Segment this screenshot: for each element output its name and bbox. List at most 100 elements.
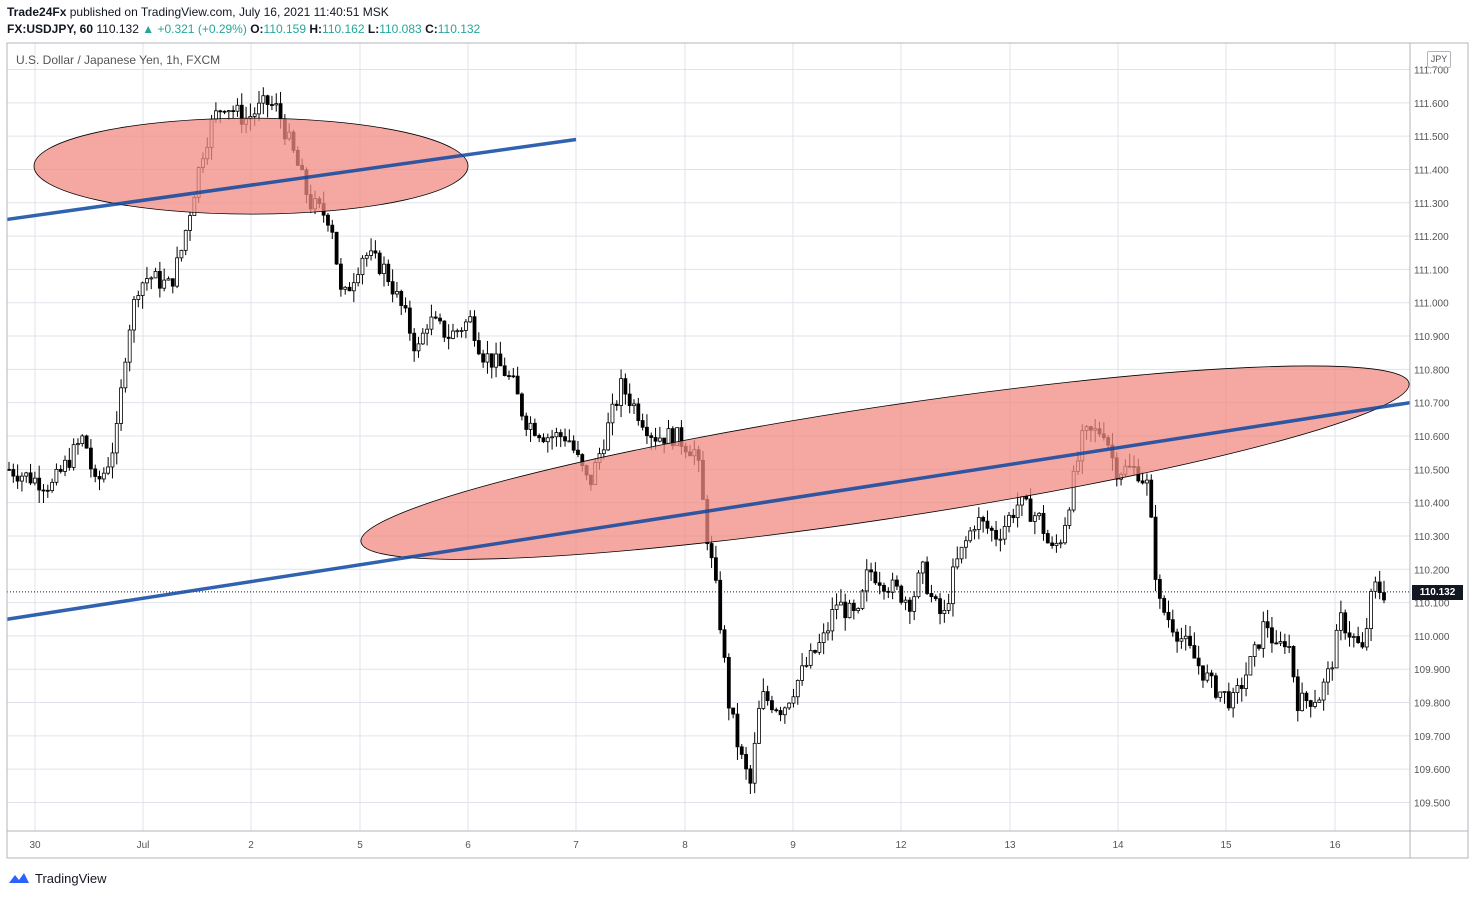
candle-body xyxy=(632,403,636,407)
y-tick-label: 111.000 xyxy=(1414,299,1449,310)
candle-body xyxy=(1291,646,1296,678)
publisher-name[interactable]: Trade24Fx xyxy=(7,5,67,19)
candle-body xyxy=(933,596,938,600)
candle-body xyxy=(619,378,623,406)
symbol-name[interactable]: FX:USDJPY, 60 xyxy=(7,22,94,36)
candle-body xyxy=(1179,638,1184,642)
tradingview-logo-icon[interactable] xyxy=(8,870,30,886)
candle-body xyxy=(1162,597,1167,613)
x-tick-label: 2 xyxy=(248,840,254,851)
candle-body xyxy=(1373,581,1378,592)
candle-body xyxy=(567,440,572,443)
candle-body xyxy=(1382,592,1386,601)
x-tick-label: 14 xyxy=(1112,840,1124,851)
candle-body xyxy=(989,527,994,531)
candle-body xyxy=(188,215,192,231)
candle-body xyxy=(524,415,529,430)
candle-body xyxy=(1157,579,1162,599)
candle-body xyxy=(726,657,731,709)
candle-body xyxy=(576,449,580,455)
candle-body xyxy=(157,270,162,289)
candle-body xyxy=(899,585,904,603)
time-axis[interactable]: 30 Jul 2 5 6 7 8 9 12 13 14 15 16 xyxy=(29,840,1341,851)
trendline-1 xyxy=(6,137,577,222)
candle-body xyxy=(1351,636,1356,638)
candle-body xyxy=(929,593,934,598)
candle-body xyxy=(1183,635,1188,640)
candle-body xyxy=(1209,672,1214,677)
candle-body xyxy=(787,702,792,709)
candle-body xyxy=(347,286,352,292)
candle-body xyxy=(1326,668,1330,683)
published-text: published on TradingView.com, July 16, 2… xyxy=(69,5,389,19)
candle-body xyxy=(145,278,149,284)
candle-body xyxy=(804,664,809,667)
candle-body xyxy=(1338,612,1343,631)
candle-body xyxy=(972,529,977,532)
candle-body xyxy=(166,278,171,281)
candle-body xyxy=(925,561,930,594)
y-tick-label: 111.400 xyxy=(1414,165,1449,176)
candle-body xyxy=(1020,496,1024,506)
candle-body xyxy=(32,477,37,484)
candle-body xyxy=(1149,479,1154,518)
candle-body xyxy=(938,598,942,614)
candle-body xyxy=(1334,629,1339,669)
candle-body xyxy=(257,102,261,115)
candle-body xyxy=(640,420,645,428)
candle-body xyxy=(114,423,119,454)
candle-body xyxy=(1054,542,1059,546)
drawings[interactable] xyxy=(6,117,1417,621)
candle-body xyxy=(649,435,654,438)
candle-body xyxy=(1050,542,1055,546)
candle-body xyxy=(1308,700,1313,707)
y-tick-label: 109.900 xyxy=(1414,665,1451,676)
candle-body xyxy=(1153,516,1158,580)
candle-body xyxy=(1282,641,1287,648)
candle-body xyxy=(912,596,917,612)
candle-body xyxy=(976,517,981,530)
candle-body xyxy=(610,403,615,424)
candle-body xyxy=(270,104,274,106)
candle-body xyxy=(847,602,852,619)
candle-body xyxy=(1063,525,1067,544)
candle-body xyxy=(636,403,641,421)
x-tick-label: Jul xyxy=(137,840,150,851)
candle-body xyxy=(761,691,766,709)
candle-body xyxy=(153,270,158,279)
brand-name[interactable]: TradingView xyxy=(35,870,107,886)
candle-body xyxy=(377,252,382,274)
open-label: O: xyxy=(250,22,264,36)
candle-body xyxy=(1024,496,1029,500)
candle-body xyxy=(860,590,865,609)
candle-body xyxy=(54,468,59,483)
y-tick-label: 110.900 xyxy=(1414,332,1450,343)
candle-body xyxy=(37,477,42,491)
y-tick-label: 109.500 xyxy=(1414,799,1451,810)
y-tick-label: 110.500 xyxy=(1414,465,1450,476)
price-axis[interactable]: 111.700 111.600 111.500 111.400 111.300 111.2… xyxy=(1414,66,1451,810)
candle-body xyxy=(1252,644,1257,657)
candle-body xyxy=(869,569,873,573)
candle-body xyxy=(1192,645,1197,659)
candle-body xyxy=(123,361,128,389)
candle-body xyxy=(606,422,611,451)
candle-body xyxy=(1166,611,1171,621)
candle-body xyxy=(50,481,55,491)
candle-body xyxy=(1278,641,1283,644)
y-tick-label: 110.700 xyxy=(1414,399,1450,410)
y-tick-label: 109.600 xyxy=(1414,765,1451,776)
high-value: 110.162 xyxy=(322,22,365,36)
footer: TradingView xyxy=(8,870,107,886)
x-tick-label: 8 xyxy=(682,840,688,851)
candle-body xyxy=(261,95,266,104)
candle-body xyxy=(252,113,257,117)
candle-body xyxy=(657,437,662,442)
candle-body xyxy=(494,353,498,368)
candle-body xyxy=(136,295,141,300)
candle-body xyxy=(438,317,442,322)
candle-body xyxy=(433,316,438,319)
currency-badge[interactable]: JPY xyxy=(1427,51,1451,68)
publish-info: Trade24Fx published on TradingView.com, … xyxy=(7,5,389,19)
candle-body xyxy=(511,375,516,378)
